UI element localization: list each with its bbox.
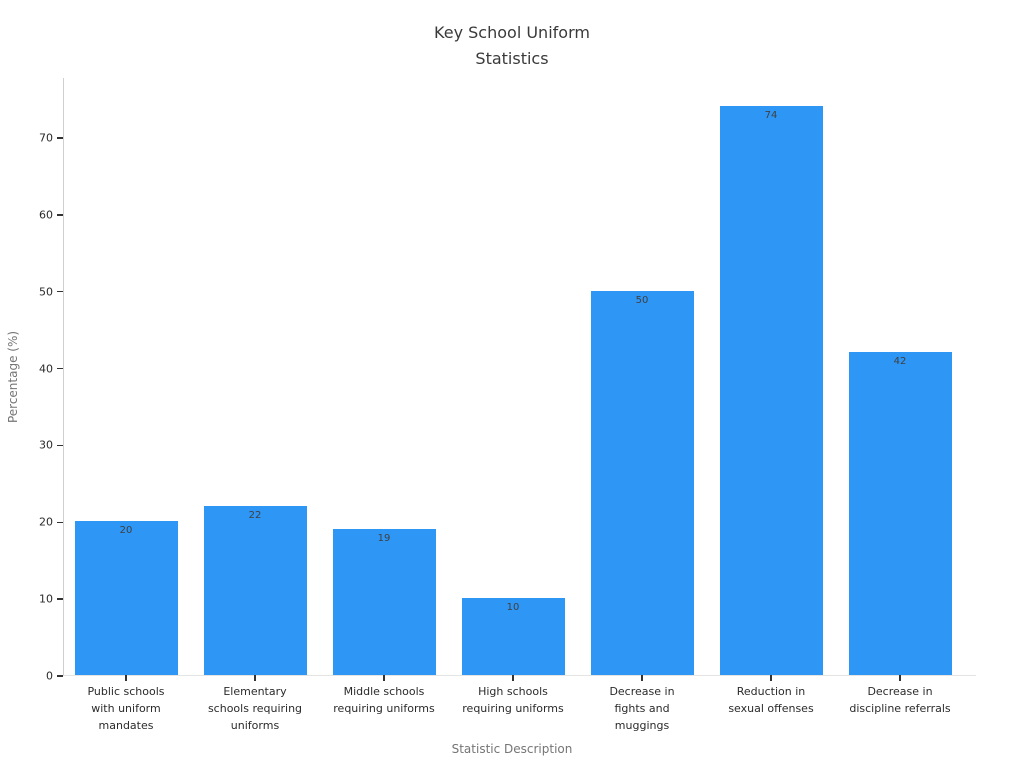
x-tick-label: Reduction in sexual offenses bbox=[728, 685, 814, 715]
bar-3: 19 bbox=[332, 529, 436, 675]
bar-value-label: 20 bbox=[119, 525, 133, 536]
plot-area: 0 10 20 30 40 50 60 70 20 Public schools with uni… bbox=[39, 78, 976, 732]
x-tick-label: Elementary schools requiring uniforms bbox=[207, 685, 303, 732]
x-tick-mark bbox=[125, 675, 127, 681]
bar-value-label: 42 bbox=[893, 356, 907, 367]
bar-1: 20 bbox=[74, 521, 178, 675]
y-tick-mark bbox=[57, 598, 63, 600]
x-tick-mark bbox=[254, 675, 256, 681]
x-axis-label: Statistic Description bbox=[451, 742, 573, 756]
x-tick-mark bbox=[383, 675, 385, 681]
y-axis-label: Percentage (%) bbox=[6, 330, 20, 424]
x-tick-mark bbox=[770, 675, 772, 681]
x-tick-label: Public schools with uniform mandates bbox=[87, 685, 165, 732]
bar-value-label: 50 bbox=[635, 295, 649, 306]
bar-value-label: 74 bbox=[764, 110, 778, 121]
x-tick-label: Middle schools requiring uniforms bbox=[333, 685, 435, 715]
bar-value-label: 10 bbox=[506, 602, 520, 613]
y-tick-label: 0 bbox=[46, 669, 53, 683]
y-tick-label: 70 bbox=[39, 131, 53, 145]
x-tick-mark bbox=[899, 675, 901, 681]
y-tick-mark bbox=[57, 675, 63, 677]
chart-title: Key School Uniform Statistics bbox=[434, 23, 590, 68]
x-tick-mark bbox=[641, 675, 643, 681]
y-tick-mark bbox=[57, 367, 63, 370]
y-tick-label: 40 bbox=[39, 362, 53, 376]
x-tick-label: Decrease in fights and muggings bbox=[609, 685, 675, 732]
y-tick-mark bbox=[57, 444, 63, 447]
bar-4: 10 bbox=[461, 598, 565, 675]
y-tick-label: 50 bbox=[39, 285, 53, 299]
bar-7: 42 bbox=[848, 352, 952, 675]
bar-6: 74 bbox=[719, 106, 823, 675]
y-tick-mark bbox=[57, 214, 63, 216]
bar-5: 50 bbox=[590, 291, 694, 675]
y-tick-mark bbox=[57, 137, 63, 139]
x-tick-label: High schools requiring uniforms bbox=[462, 685, 564, 715]
bar-2: 22 bbox=[203, 506, 307, 675]
y-tick-label: 60 bbox=[39, 208, 53, 222]
x-tick-label: Decrease in discipline referrals bbox=[849, 685, 951, 715]
bar-value-label: 19 bbox=[377, 533, 391, 544]
y-tick-label: 30 bbox=[39, 438, 53, 452]
y-tick-mark bbox=[57, 290, 63, 293]
y-tick-label: 20 bbox=[39, 515, 53, 529]
y-tick-mark bbox=[57, 521, 63, 523]
bar-value-label: 22 bbox=[248, 510, 262, 521]
y-tick-label: 10 bbox=[39, 592, 53, 606]
x-tick-mark bbox=[512, 675, 514, 681]
